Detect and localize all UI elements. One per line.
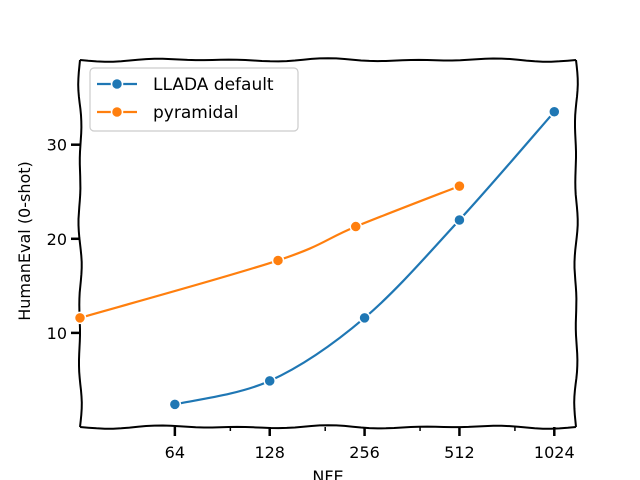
data-point	[453, 213, 466, 227]
series-llada-default	[168, 105, 561, 411]
series-line	[174, 111, 556, 406]
x-tick-label: 256	[349, 443, 380, 462]
legend-swatch-marker	[110, 77, 124, 91]
series-line	[79, 185, 460, 319]
y-tick-label: 30	[47, 136, 67, 155]
plot-border	[77, 57, 579, 430]
data-point	[168, 398, 182, 411]
legend-label: pyramidal	[153, 103, 238, 123]
y-axis: 10 20 30	[47, 136, 80, 343]
x-axis-label: NFE	[312, 467, 343, 480]
legend-entry: pyramidal	[97, 103, 238, 123]
data-point	[271, 254, 285, 267]
data-point	[453, 179, 466, 193]
y-axis-label: HumanEval (0-shot)	[15, 161, 34, 321]
x-axis: 64 128 256 512 1024	[165, 427, 575, 462]
legend-swatch-marker	[110, 105, 124, 119]
y-tick-label: 20	[47, 230, 67, 249]
legend-label: LLADA default	[153, 75, 274, 95]
series-pyramidal	[73, 179, 466, 325]
data-point	[548, 105, 561, 119]
legend-entry: LLADA default	[97, 75, 274, 95]
x-tick-label: 64	[165, 443, 185, 462]
data-point	[349, 220, 362, 233]
plot-frame	[77, 57, 579, 430]
legend-box	[89, 67, 299, 132]
series-layer	[73, 105, 561, 411]
y-tick-label: 10	[47, 324, 67, 343]
x-tick-label: 1024	[534, 443, 575, 462]
legend: LLADA default pyramidal	[89, 67, 299, 132]
x-tick-label: 512	[444, 443, 475, 462]
data-point	[263, 374, 276, 388]
data-point	[358, 311, 371, 325]
x-tick-label: 128	[254, 443, 285, 462]
data-point	[73, 311, 87, 325]
